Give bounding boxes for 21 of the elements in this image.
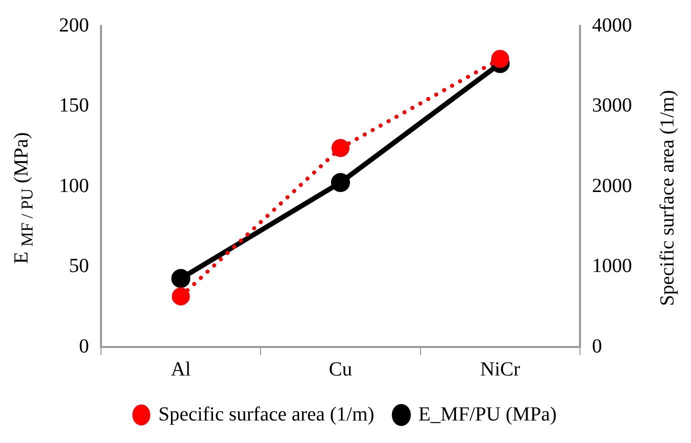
y2-tick-label: 4000 <box>592 14 632 36</box>
y2-tick-label: 2000 <box>592 174 632 197</box>
y2-axis-title: Specific surface area (1/m) <box>656 90 680 306</box>
x-tick-label: Al <box>170 358 192 380</box>
y-tick-label: 100 <box>59 174 89 197</box>
point <box>331 172 350 192</box>
x-tick-label: Cu <box>328 358 352 380</box>
x-tick-label: NiCr <box>480 358 521 380</box>
y2-tick-label: 0 <box>592 335 602 358</box>
legend-label: Specific surface area (1/m) <box>158 403 374 426</box>
y2-tick-label: 1000 <box>592 255 632 277</box>
y-tick-label: 150 <box>59 94 89 116</box>
y2-tick-label: 3000 <box>592 94 632 116</box>
point <box>172 287 190 306</box>
point <box>491 50 510 68</box>
y-tick-label: 0 <box>79 335 89 358</box>
legend-label: E_MF/PU (MPa) <box>418 403 557 426</box>
y-tick-label: 50 <box>69 255 89 277</box>
point <box>332 138 350 157</box>
point <box>171 268 190 288</box>
y-tick-label: 200 <box>59 14 89 36</box>
